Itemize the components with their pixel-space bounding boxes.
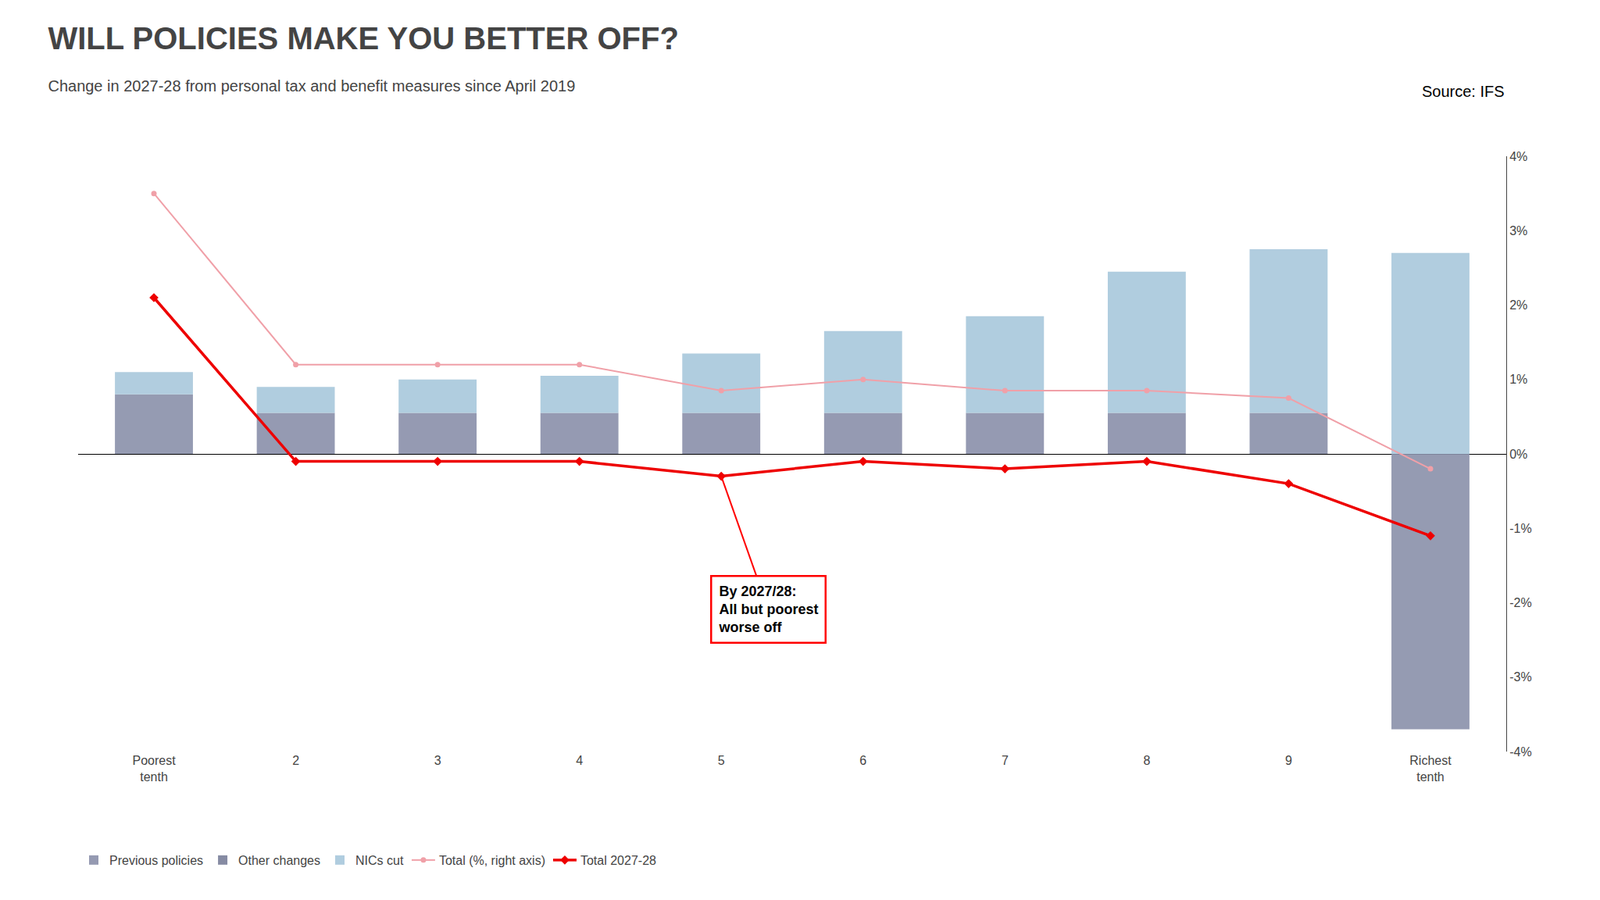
svg-text:-2%: -2% xyxy=(1509,596,1532,610)
svg-text:Total 2027-28: Total 2027-28 xyxy=(580,853,657,868)
svg-text:9: 9 xyxy=(1285,753,1293,768)
svg-text:Other changes: Other changes xyxy=(238,853,321,868)
svg-text:NICs cut: NICs cut xyxy=(355,853,404,868)
svg-text:Change in 2027-28 from persona: Change in 2027-28 from personal tax and … xyxy=(47,77,575,95)
svg-text:Richesttenth: Richesttenth xyxy=(1409,753,1452,784)
svg-text:1%: 1% xyxy=(1509,372,1528,386)
svg-text:WILL POLICIES MAKE YOU BETTER: WILL POLICIES MAKE YOU BETTER OFF? xyxy=(47,21,679,56)
svg-text:2: 2 xyxy=(292,753,300,768)
svg-text:Pooresttenth: Pooresttenth xyxy=(132,753,176,784)
svg-text:7: 7 xyxy=(1001,753,1009,768)
svg-text:6: 6 xyxy=(859,753,867,768)
svg-text:By 2027/28:All but poorestwors: By 2027/28:All but poorestworse off xyxy=(718,583,819,636)
svg-text:4%: 4% xyxy=(1509,150,1528,164)
svg-text:3%: 3% xyxy=(1509,224,1528,238)
svg-text:-1%: -1% xyxy=(1509,521,1532,536)
svg-text:8: 8 xyxy=(1142,753,1150,768)
svg-text:5: 5 xyxy=(717,753,725,768)
svg-text:-3%: -3% xyxy=(1509,670,1532,684)
svg-text:0%: 0% xyxy=(1509,447,1528,461)
svg-text:2%: 2% xyxy=(1509,298,1528,312)
svg-text:-4%: -4% xyxy=(1509,745,1532,759)
svg-text:4: 4 xyxy=(575,753,583,768)
svg-text:Total (%, right axis): Total (%, right axis) xyxy=(439,853,546,868)
svg-text:3: 3 xyxy=(434,753,442,768)
svg-text:Source: IFS: Source: IFS xyxy=(1421,82,1505,100)
svg-text:Previous policies: Previous policies xyxy=(109,853,204,868)
